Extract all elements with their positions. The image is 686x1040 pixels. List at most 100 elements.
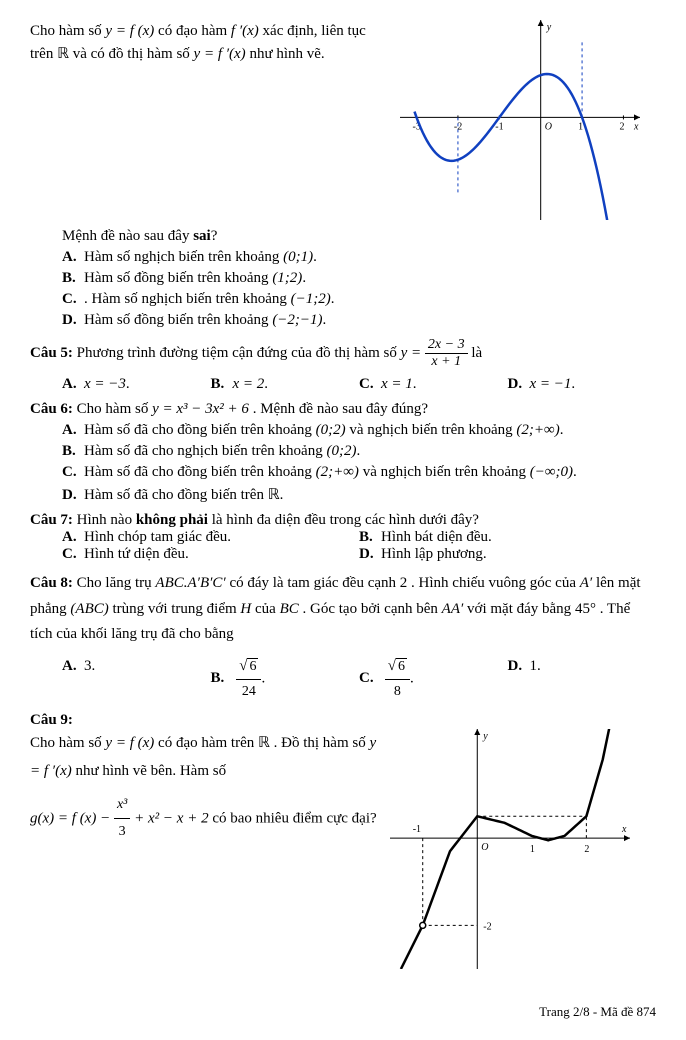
svg-text:y: y	[482, 731, 488, 742]
svg-text:x: x	[633, 121, 639, 132]
q4-prompt-end: ?	[211, 228, 218, 244]
text: như hình vẽ.	[249, 46, 324, 62]
opt-B: B.	[211, 376, 233, 393]
dot: .	[356, 443, 360, 459]
t: có đáy là tam giác đều cạnh	[229, 575, 399, 591]
t: Hình tứ diện đều.	[84, 546, 189, 562]
q4-intro-text: Cho hàm số y = f (x) có đạo hàm f ′(x) x…	[30, 20, 390, 65]
dot: .	[264, 376, 268, 392]
sqrt: 6	[247, 658, 258, 674]
g-post: + x² − x + 2	[134, 810, 208, 826]
math: f ′(x)	[231, 23, 259, 39]
v: 1	[530, 658, 538, 674]
opt-D: D.	[508, 654, 530, 680]
t: Hàm số đã cho nghịch biến trên khoảng	[84, 443, 326, 459]
svg-text:-2: -2	[483, 921, 491, 932]
dot: .	[92, 658, 96, 674]
opt-C: C.	[62, 291, 84, 308]
opt-C: C.	[359, 376, 381, 393]
opt-D: D.	[62, 312, 84, 329]
opt-A: A.	[62, 529, 84, 546]
m: (2;+∞)	[516, 422, 559, 438]
m: (0;2)	[316, 422, 346, 438]
q6-label: Câu 6:	[30, 401, 73, 417]
t: Hàm số đã cho đồng biến trên	[84, 487, 268, 503]
frac: √68	[385, 654, 410, 704]
q4-prompt-a: Mệnh đề nào sau đây	[62, 228, 193, 244]
text: Hình nào	[77, 512, 136, 528]
num: √6	[236, 654, 261, 681]
frac: √624	[236, 654, 261, 704]
text: có đạo hàm	[158, 23, 231, 39]
opt-B: B.	[62, 270, 84, 287]
text: là hình đa diện đều trong các hình dưới …	[212, 512, 479, 528]
dot: .	[573, 464, 577, 480]
t: . Góc tạo bởi cạnh bên	[303, 601, 442, 617]
den: x + 1	[425, 354, 468, 370]
q4-graph: xyO-3-2-112	[400, 20, 640, 220]
m: (ABC)	[70, 601, 108, 617]
opt-B: B.	[359, 529, 381, 546]
math: x = −1	[530, 376, 572, 392]
q9: Câu 9: Cho hàm số y = f (x) có đạo hàm t…	[30, 712, 656, 974]
q9-graph: xyO-112-2	[390, 729, 630, 974]
text: là	[471, 345, 482, 361]
dot: .	[126, 376, 130, 392]
math: x = 1	[381, 376, 413, 392]
dot: .	[261, 670, 265, 686]
page-footer: Trang 2/8 - Mã đề 874	[30, 1004, 656, 1020]
yeq: y =	[401, 345, 425, 361]
math: (0;1)	[283, 249, 313, 265]
text: Hàm số nghịch biến trên khoảng	[84, 249, 283, 265]
q8-label: Câu 8:	[30, 575, 73, 591]
q9-label: Câu 9:	[30, 712, 73, 728]
num: √6	[385, 654, 410, 681]
text: Hàm số đồng biến trên khoảng	[84, 270, 272, 286]
m: H	[240, 601, 251, 617]
t: và nghịch biến trên khoảng	[359, 464, 530, 480]
m: ℝ	[258, 735, 270, 751]
t: có bao nhiêu điểm cực đại?	[212, 810, 376, 826]
t: Hình chóp tam giác đều.	[84, 529, 231, 545]
math: x = 2	[233, 376, 265, 392]
dot: .	[410, 670, 414, 686]
den: 3	[114, 819, 130, 846]
dot: .	[323, 312, 327, 328]
svg-text:x: x	[621, 824, 627, 835]
math: (−2;−1)	[272, 312, 322, 328]
bold: không phải	[136, 512, 208, 528]
den: 8	[385, 680, 410, 704]
opt-C: C.	[359, 666, 381, 692]
text: Cho hàm số	[77, 401, 152, 417]
text: Cho hàm số	[30, 23, 105, 39]
m: (−∞;0)	[530, 464, 573, 480]
text: Hàm số nghịch biến trên khoảng	[92, 291, 291, 307]
m: 2	[400, 575, 408, 591]
m: A′	[580, 575, 592, 591]
m: (2;+∞)	[316, 464, 359, 480]
q4-prompt-bold: sai	[193, 228, 211, 244]
g-pre: g(x) = f (x) −	[30, 810, 114, 826]
m: ℝ	[268, 487, 280, 503]
opt-A: A.	[62, 422, 84, 439]
frac: x³3	[114, 792, 130, 846]
svg-text:-1: -1	[413, 824, 421, 835]
dot: .	[280, 487, 284, 503]
q5-label: Câu 5:	[30, 345, 73, 361]
t: Hình bát diện đều.	[381, 529, 492, 545]
text: . Mệnh đề nào sau đây đúng?	[253, 401, 428, 417]
t: Cho hàm số	[30, 735, 105, 751]
dot: .	[84, 291, 92, 307]
v: 3	[84, 658, 92, 674]
math: y = f (x)	[105, 23, 154, 39]
t: Hình lập phương.	[381, 546, 487, 562]
text: Phương trình đường tiệm cận đứng của đồ …	[77, 345, 401, 361]
text: và có đồ thị hàm số	[73, 46, 194, 62]
m: ABC.A′B′C′	[155, 575, 225, 591]
opt-B: B.	[62, 443, 84, 460]
opt-D: D.	[508, 376, 530, 393]
m: BC	[280, 601, 299, 617]
math: (1;2)	[272, 270, 302, 286]
dot: .	[560, 422, 564, 438]
dot: .	[413, 376, 417, 392]
